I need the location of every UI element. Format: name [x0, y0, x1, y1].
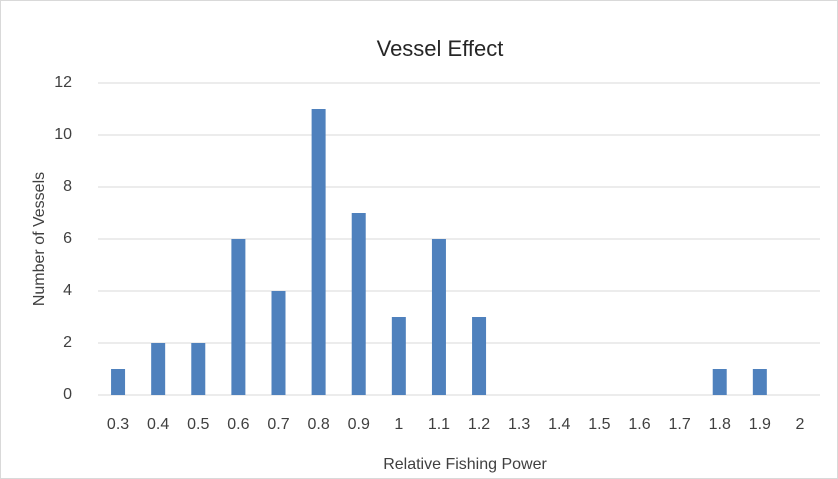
bar	[111, 369, 126, 395]
x-tick-label: 1.6	[628, 416, 650, 433]
x-tick-label: 1.7	[668, 416, 690, 433]
x-tick-label: 0.7	[267, 416, 289, 433]
x-tick-label: 1.3	[508, 416, 530, 433]
y-tick-label: 0	[63, 386, 72, 403]
y-tick-label: 6	[63, 230, 72, 247]
x-tick-label: 0.3	[107, 416, 129, 433]
y-tick-label: 2	[63, 334, 72, 351]
x-tick-label: 1.9	[749, 416, 771, 433]
y-tick-label: 10	[54, 126, 72, 143]
x-tick-label: 1.5	[588, 416, 610, 433]
bar	[431, 239, 446, 395]
x-tick-label: 2	[795, 416, 804, 433]
x-tick-label: 0.5	[187, 416, 209, 433]
y-tick-label: 12	[54, 74, 72, 91]
chart-title: Vessel Effect	[377, 36, 504, 61]
x-tick-label: 1	[394, 416, 403, 433]
x-tick-label: 1.4	[548, 416, 570, 433]
x-tick-label: 0.9	[348, 416, 370, 433]
bar	[231, 239, 246, 395]
bar	[472, 317, 487, 395]
bar	[191, 343, 206, 395]
y-axis-label: Number of Vessels	[31, 172, 48, 306]
bar	[391, 317, 406, 395]
bar	[712, 369, 727, 395]
y-tick-label: 8	[63, 178, 72, 195]
bar	[351, 213, 366, 395]
bar	[271, 291, 286, 395]
x-tick-label: 0.8	[307, 416, 329, 433]
x-tick-label: 1.1	[428, 416, 450, 433]
x-tick-label: 1.2	[468, 416, 490, 433]
bar	[311, 109, 326, 395]
x-axis-label: Relative Fishing Power	[383, 456, 547, 473]
x-tick-label: 0.6	[227, 416, 249, 433]
bar	[752, 369, 767, 395]
x-tick-label: 1.8	[709, 416, 731, 433]
bar	[151, 343, 166, 395]
y-tick-label: 4	[63, 282, 72, 299]
x-tick-label: 0.4	[147, 416, 169, 433]
